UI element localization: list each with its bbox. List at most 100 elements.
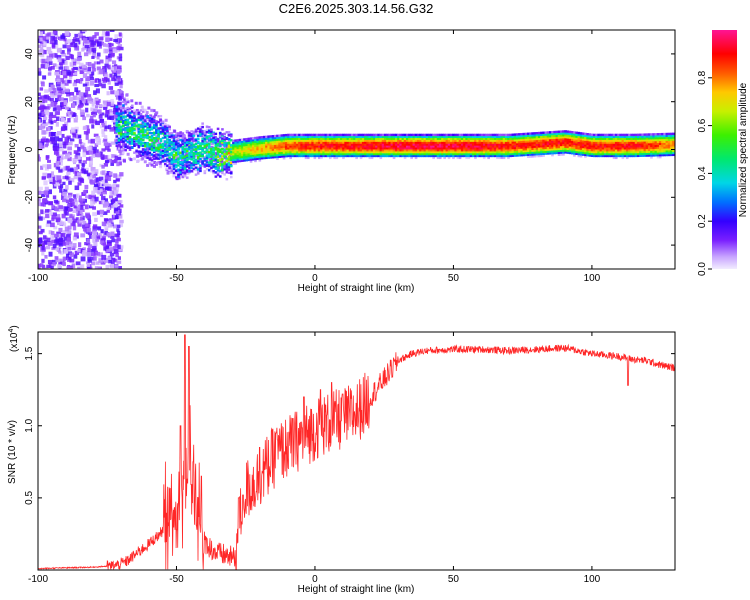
spectrogram-cell xyxy=(324,139,328,142)
spectrogram-cell xyxy=(50,131,56,137)
spectrogram-cell xyxy=(300,150,303,154)
spectrogram-cell xyxy=(229,158,233,161)
spectrogram-cell xyxy=(434,150,438,154)
spectrogram-cell xyxy=(40,263,44,268)
spectrogram-cell xyxy=(72,158,78,163)
spectrogram-cell xyxy=(502,143,506,146)
spectrogram-cell xyxy=(353,154,356,158)
spectrogram-cell xyxy=(410,143,413,146)
spectrogram-cell xyxy=(317,147,321,150)
spectrogram-cell xyxy=(96,152,101,158)
spectrogram-cell xyxy=(273,152,277,155)
spectrogram-cell xyxy=(90,248,96,253)
spectrogram-cell xyxy=(114,207,118,212)
spectrogram-cell xyxy=(383,145,387,148)
spectrogram-cell xyxy=(443,137,446,140)
spectrogram-cell xyxy=(504,133,508,137)
spectrogram-cell xyxy=(441,135,444,139)
spectrogram-cell xyxy=(366,139,369,142)
spectrogram-cell xyxy=(394,145,398,148)
spectrogram-cell xyxy=(399,145,402,148)
spectrogram-cell xyxy=(234,145,237,148)
spectrogram-cell xyxy=(526,149,530,153)
spectrogram-cell xyxy=(183,148,187,151)
spectrogram-cell xyxy=(240,151,244,155)
spectrogram-cell xyxy=(469,133,473,137)
spectrogram-cell xyxy=(188,134,191,137)
spectrogram-cell xyxy=(192,163,196,167)
spectrogram-cell xyxy=(529,153,532,156)
spectrogram-cell xyxy=(443,152,446,156)
spectrogram-cell xyxy=(379,133,383,137)
spectrogram-cell xyxy=(317,143,321,146)
spectrogram-cell xyxy=(526,151,530,155)
spectrogram-cell xyxy=(61,195,66,200)
spectrogram-cell xyxy=(555,149,559,153)
spectrogram-cell xyxy=(47,159,51,163)
spectrogram-cell xyxy=(185,155,189,159)
spectrogram-cell xyxy=(447,154,451,158)
spectrogram-cell xyxy=(105,159,109,163)
spectrogram-cell xyxy=(339,135,343,139)
spectrogram-cell xyxy=(115,118,119,121)
spectrogram-cell xyxy=(135,121,138,124)
spectrogram-cell xyxy=(95,251,100,256)
spectrogram-cell xyxy=(80,178,85,184)
spectrogram-cell xyxy=(284,154,288,158)
spectrogram-cell xyxy=(348,147,352,150)
spectrogram-cell xyxy=(144,150,147,154)
spectrogram-cell xyxy=(159,143,163,147)
spectrogram-cell xyxy=(179,154,182,157)
spectrogram-cell xyxy=(416,139,420,142)
spectrogram-cell xyxy=(40,64,45,69)
spectrogram-cell xyxy=(166,150,169,153)
spectrogram-cell xyxy=(522,136,526,140)
spectrogram-cell xyxy=(174,145,178,149)
spectrogram-cell xyxy=(91,234,96,239)
spectrogram-cell xyxy=(38,147,43,151)
spectrogram-cell xyxy=(401,141,405,144)
spectrogram-cell xyxy=(203,163,207,166)
spectrogram-cell xyxy=(192,154,196,157)
spectrogram-cell xyxy=(542,139,545,142)
spectrogram-cell xyxy=(551,144,554,147)
spectrogram-cell xyxy=(181,154,185,158)
spectrogram-cell xyxy=(471,150,475,154)
spectrogram-cell xyxy=(313,145,317,148)
spectrogram-cell xyxy=(306,133,310,137)
spectrogram-cell xyxy=(80,213,84,218)
spectrogram-cell xyxy=(326,147,330,150)
spectrogram-cell xyxy=(58,178,62,183)
spectrogram-cell xyxy=(201,142,204,145)
spectrogram-cell xyxy=(139,143,143,146)
spectrogram-cell xyxy=(498,135,501,139)
spectrogram-cell xyxy=(287,141,290,144)
spectrogram-cell xyxy=(48,251,53,257)
spectrogram-cell xyxy=(267,156,270,159)
spectrogram-cell xyxy=(109,37,113,42)
spectrogram-cell xyxy=(405,154,409,158)
spectrogram-cell xyxy=(509,133,512,137)
spectrogram-cell xyxy=(118,32,122,37)
spectrogram-cell xyxy=(546,150,550,153)
spectrogram-cell xyxy=(359,133,363,137)
spectrogram-cell xyxy=(243,153,246,156)
spectrogram-cell xyxy=(94,143,99,148)
spectrogram-cell xyxy=(148,124,152,127)
spectrogram-cell xyxy=(172,138,176,141)
spectrogram-cell xyxy=(69,96,74,102)
spectrogram-cell xyxy=(95,105,99,109)
spectrogram-cell xyxy=(181,175,185,179)
spectrogram-cell xyxy=(298,139,301,142)
spectrogram-cell xyxy=(478,135,482,139)
spectrogram-cell xyxy=(502,149,506,152)
spectrogram-cell xyxy=(335,137,339,140)
spectrogram-cell xyxy=(43,240,48,245)
spectrogram-cell xyxy=(94,83,99,88)
spectrogram-cell xyxy=(460,133,464,137)
spectrogram-cell xyxy=(82,152,87,158)
spectrogram-cell xyxy=(73,43,78,48)
spectrogram-cell xyxy=(258,140,262,143)
spectrogram-cell xyxy=(260,143,264,147)
spectrogram-cell xyxy=(324,145,328,148)
